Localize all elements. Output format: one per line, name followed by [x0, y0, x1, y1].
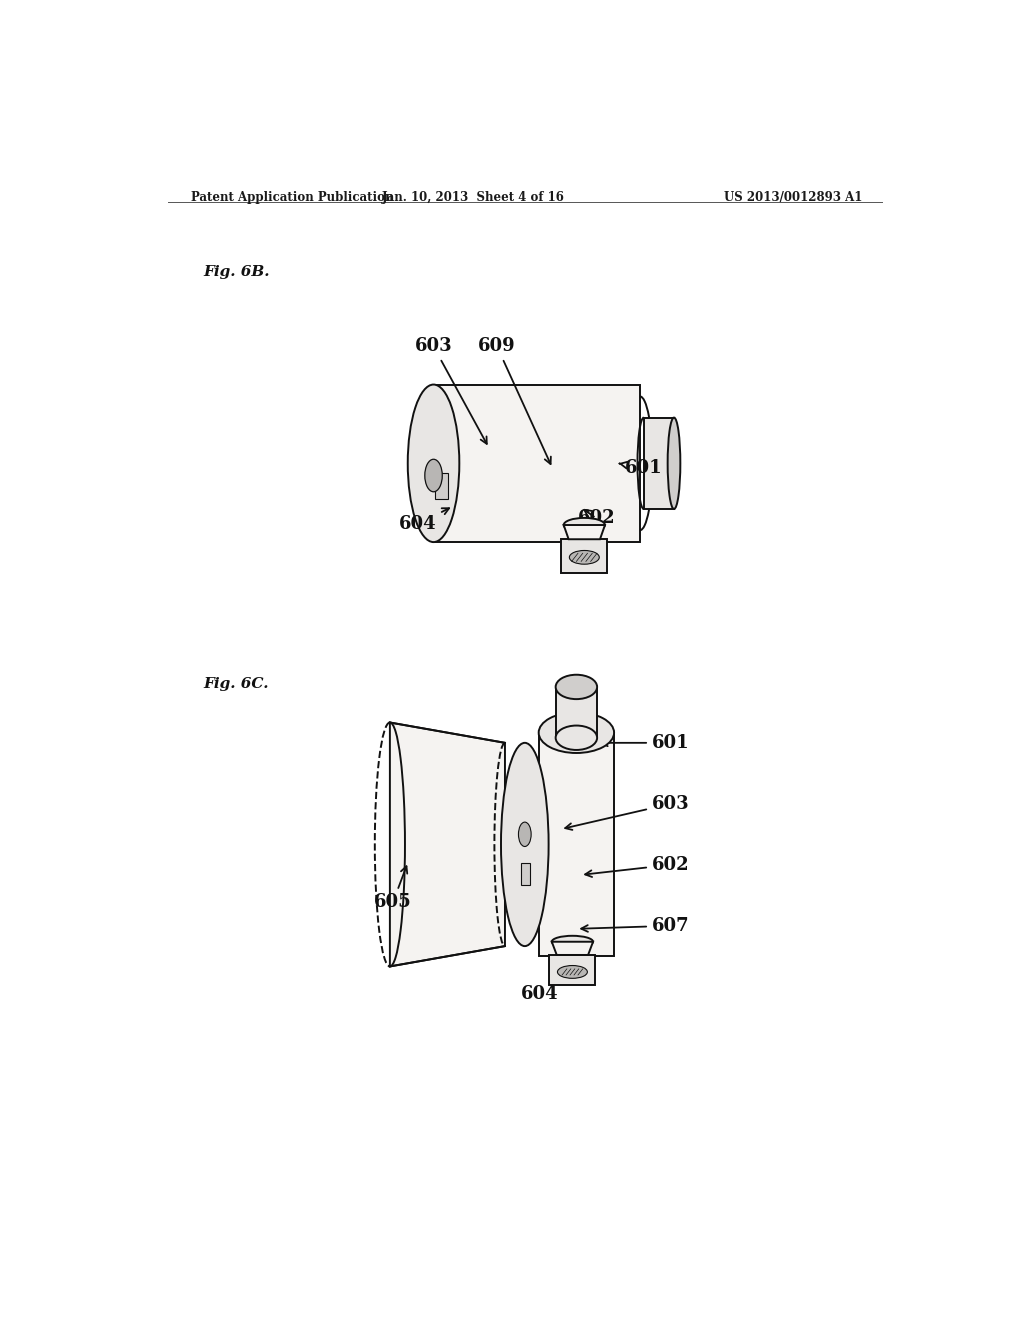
Text: Patent Application Publication: Patent Application Publication	[191, 191, 394, 203]
Ellipse shape	[563, 517, 605, 532]
Text: 609: 609	[478, 338, 551, 465]
Polygon shape	[563, 525, 605, 540]
Text: US 2013/0012893 A1: US 2013/0012893 A1	[724, 191, 862, 203]
Text: 603: 603	[415, 338, 486, 444]
Text: 603: 603	[565, 795, 689, 830]
Ellipse shape	[539, 713, 614, 752]
Text: Fig. 6B.: Fig. 6B.	[204, 265, 270, 279]
Text: Fig. 6C.: Fig. 6C.	[204, 677, 269, 690]
Ellipse shape	[556, 726, 597, 750]
Text: 604: 604	[521, 977, 558, 1003]
Text: 607: 607	[582, 917, 689, 935]
Bar	[561, 540, 607, 573]
Bar	[539, 733, 614, 956]
Ellipse shape	[518, 822, 531, 846]
Ellipse shape	[668, 417, 680, 510]
Ellipse shape	[569, 550, 599, 564]
Bar	[435, 474, 447, 499]
Text: 601: 601	[620, 459, 663, 478]
Polygon shape	[390, 722, 505, 966]
Bar	[644, 417, 674, 510]
Polygon shape	[552, 941, 593, 954]
Text: 604: 604	[399, 508, 450, 533]
Bar	[521, 863, 530, 886]
Ellipse shape	[552, 936, 593, 948]
Text: 605: 605	[374, 866, 412, 911]
Bar	[556, 686, 597, 738]
Bar	[433, 384, 640, 543]
Ellipse shape	[408, 384, 460, 543]
Ellipse shape	[557, 965, 588, 978]
Text: 602: 602	[585, 855, 689, 876]
Text: 602: 602	[578, 510, 615, 527]
Bar	[550, 954, 595, 985]
Ellipse shape	[425, 459, 442, 492]
Ellipse shape	[556, 675, 597, 700]
Ellipse shape	[501, 743, 549, 946]
Text: Jan. 10, 2013  Sheet 4 of 16: Jan. 10, 2013 Sheet 4 of 16	[382, 191, 564, 203]
Text: 601: 601	[601, 734, 689, 752]
